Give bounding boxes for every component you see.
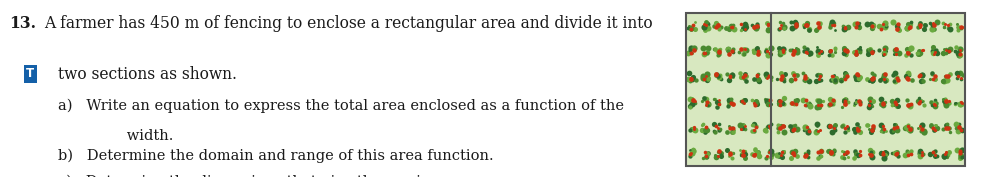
Text: two sections as shown.: two sections as shown. bbox=[58, 66, 237, 83]
Text: T: T bbox=[27, 67, 34, 81]
Text: b)   Determine the domain and range of this area function.: b) Determine the domain and range of thi… bbox=[58, 149, 493, 163]
Text: A farmer has 450 m of fencing to enclose a rectangular area and divide it into: A farmer has 450 m of fencing to enclose… bbox=[44, 15, 653, 32]
Text: c)   Determine the dimensions that give the maximum area.: c) Determine the dimensions that give th… bbox=[58, 174, 500, 177]
Bar bbox=[685, 13, 965, 167]
Text: 13.: 13. bbox=[9, 15, 35, 32]
Bar bbox=[685, 13, 965, 167]
Text: a)   Write an equation to express the total area enclosed as a function of the: a) Write an equation to express the tota… bbox=[58, 99, 624, 113]
Text: width.: width. bbox=[99, 129, 174, 143]
